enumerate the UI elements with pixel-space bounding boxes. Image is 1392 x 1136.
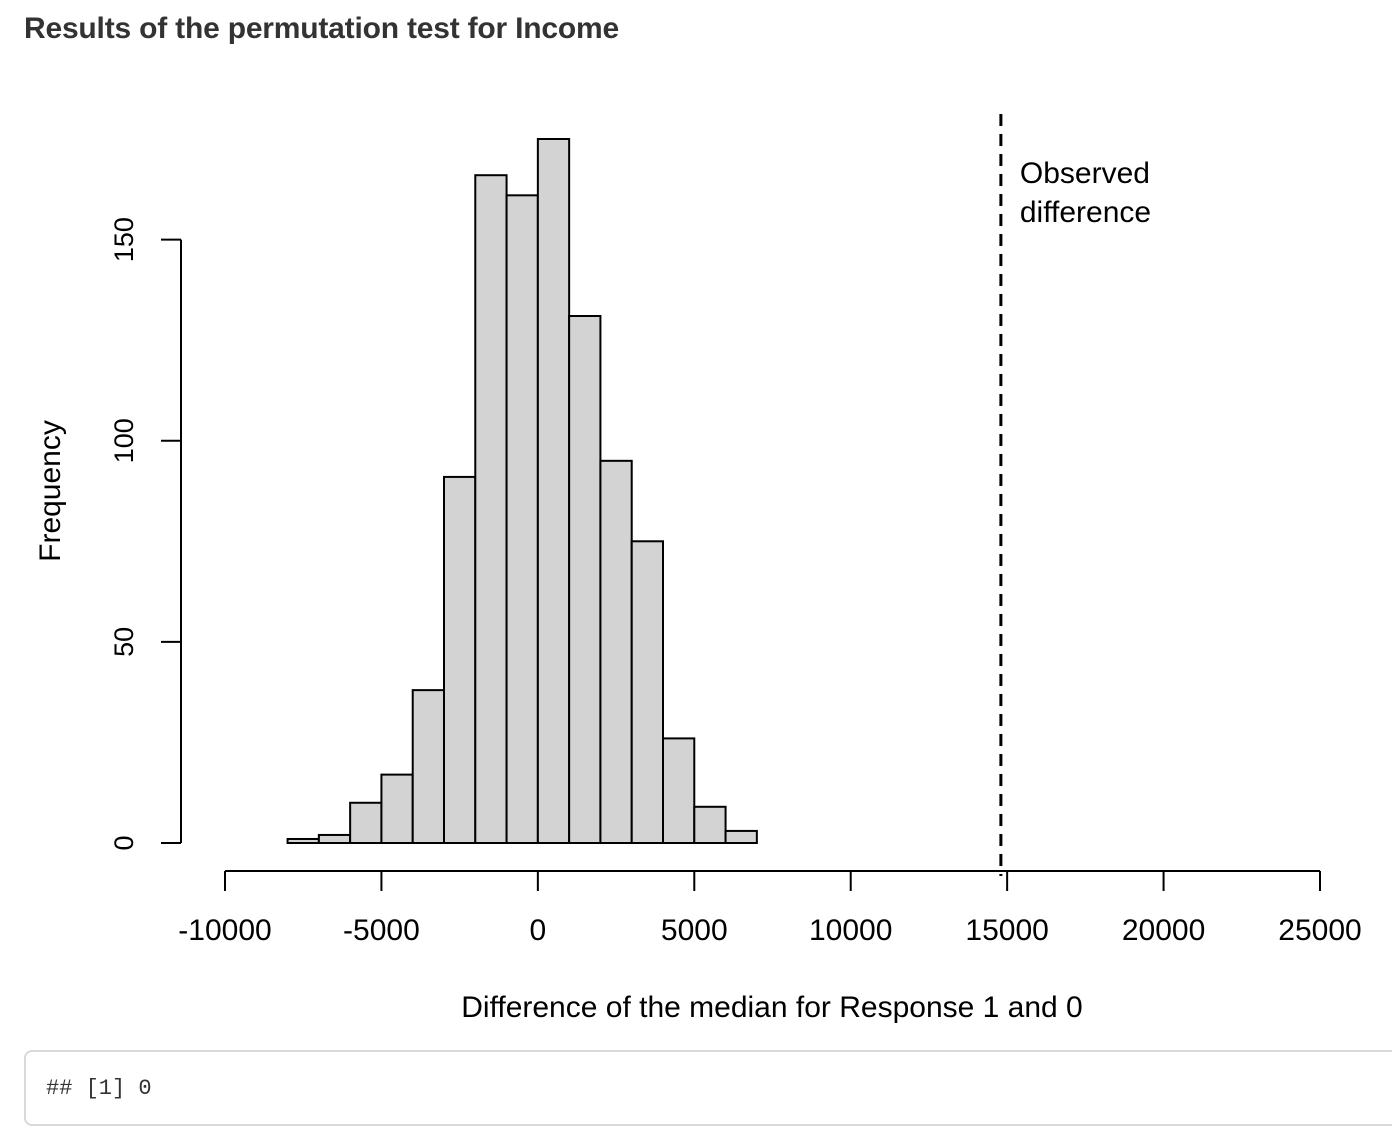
- y-tick-label: 150: [109, 217, 139, 262]
- histogram-bar: [536, 138, 571, 844]
- y-tick-label: 100: [109, 418, 139, 463]
- y-tick-label: 0: [109, 835, 139, 850]
- x-axis-title: Difference of the median for Response 1 …: [461, 991, 1083, 1024]
- histogram-bar: [286, 837, 320, 845]
- x-tick-label: 25000: [1278, 914, 1361, 947]
- histogram-bar: [349, 801, 383, 844]
- histogram-bar: [317, 833, 352, 844]
- x-tick-label: 0: [530, 914, 547, 947]
- histogram-plot: 0 50 100 150 -10000 -5000 0 5000 10000 15000 2000…: [0, 60, 1392, 1040]
- histogram-bar: [474, 174, 508, 845]
- y-tick-label: 50: [109, 627, 139, 657]
- console-output: ## [1] 0: [24, 1050, 1392, 1126]
- x-tick-label: 15000: [965, 914, 1048, 947]
- y-axis-title: Frequency: [34, 420, 67, 562]
- x-tick-label: 20000: [1122, 914, 1205, 947]
- histogram-bars: [286, 138, 758, 845]
- x-axis: -10000 -5000 0 5000 10000 15000 20000 25000: [178, 870, 1362, 947]
- x-tick-label: -5000: [343, 914, 420, 947]
- observed-label-line2: difference: [1020, 196, 1151, 229]
- page-heading: Results of the permutation test for Inco…: [24, 12, 619, 45]
- histogram-bar: [443, 475, 477, 844]
- histogram-bar: [380, 773, 414, 845]
- histogram-bar: [505, 194, 539, 844]
- x-tick-label: 10000: [809, 914, 892, 947]
- histogram-bar: [630, 540, 665, 844]
- observed-label-line1: Observed: [1020, 157, 1150, 190]
- histogram-bar: [568, 315, 602, 844]
- histogram-svg: 0 50 100 150 -10000 -5000 0 5000 10000 15000 2000…: [34, 114, 1362, 1024]
- histogram-bar: [411, 689, 446, 844]
- histogram-bar: [693, 805, 727, 845]
- x-tick-label: -10000: [178, 914, 271, 947]
- histogram-bar: [724, 829, 758, 845]
- histogram-bar: [662, 737, 696, 844]
- y-axis: 0 50 100 150: [109, 217, 182, 851]
- console-output-text: ## [1] 0: [46, 1076, 152, 1101]
- histogram-bar: [599, 459, 633, 844]
- x-tick-label: 5000: [661, 914, 728, 947]
